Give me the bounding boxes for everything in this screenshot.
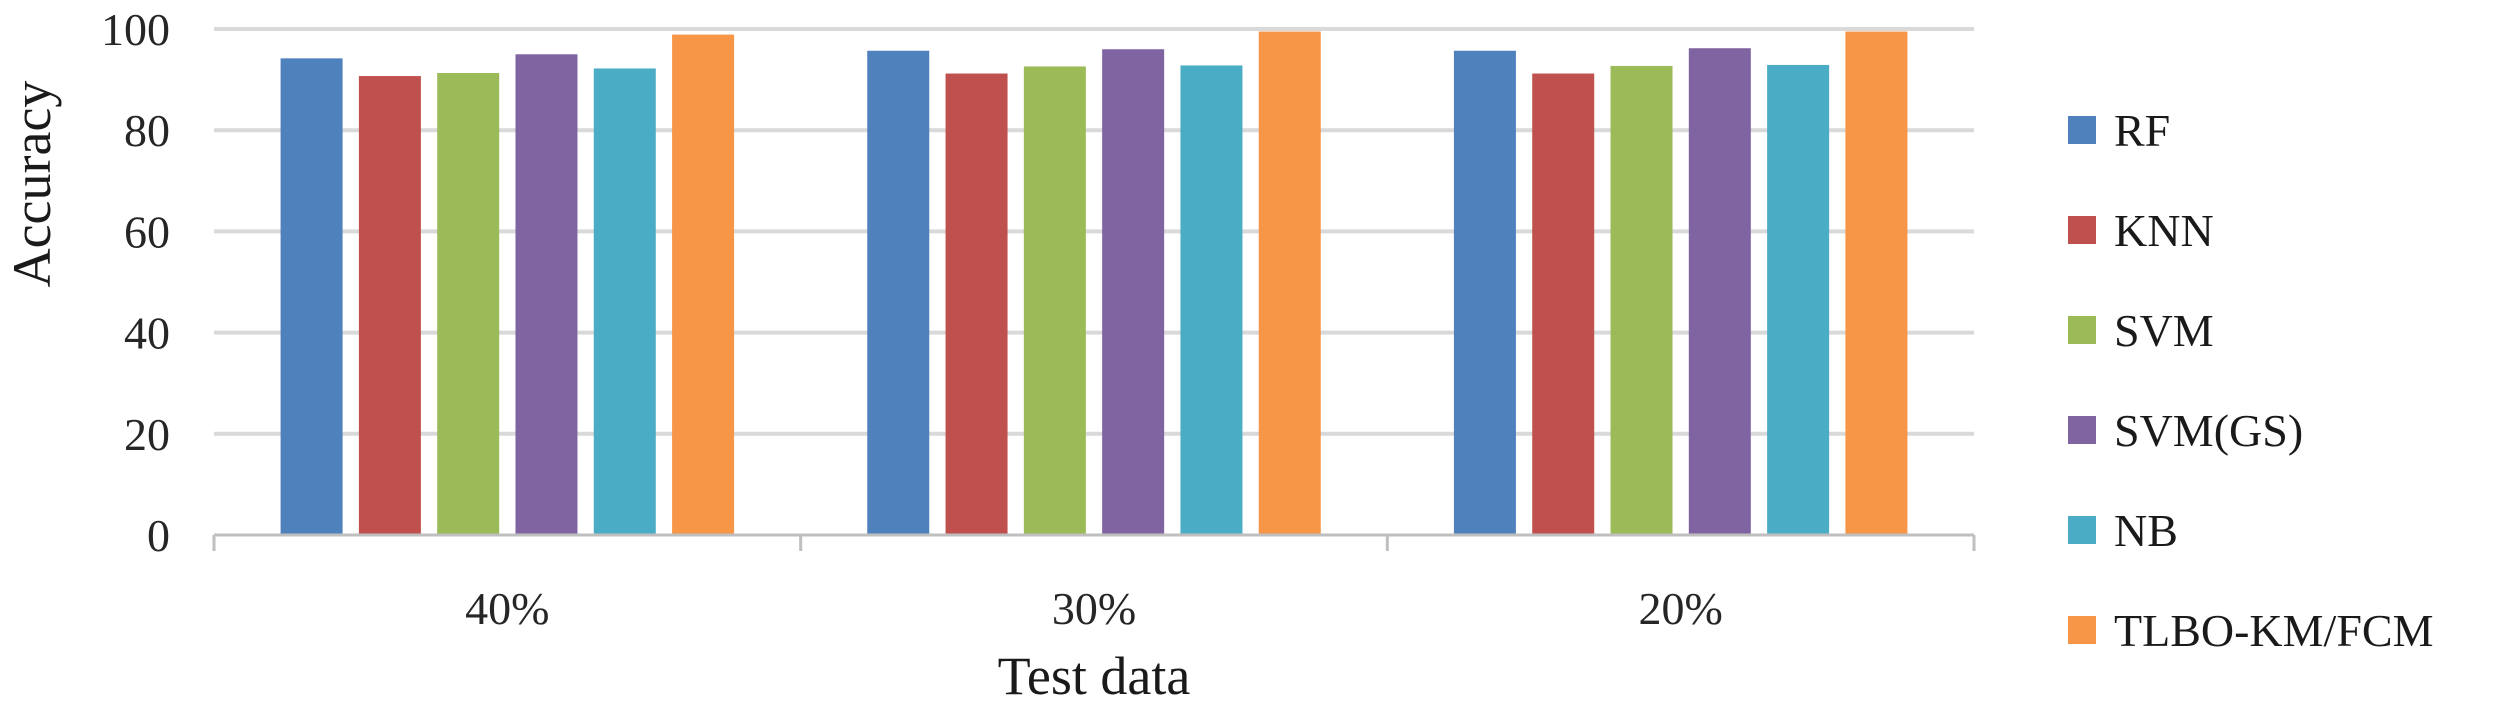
- legend-swatch: [2068, 616, 2096, 644]
- legend-label: KNN: [2114, 205, 2214, 256]
- bar-knn-0: [358, 76, 421, 536]
- y-tick-label: 0: [147, 510, 170, 561]
- bar-svm-gs--1: [1102, 49, 1165, 536]
- y-tick-label: 60: [124, 206, 170, 257]
- legend-label: NB: [2114, 505, 2178, 556]
- x-tick-label: 20%: [1639, 583, 1723, 634]
- y-tick-label: 80: [124, 105, 170, 156]
- bar-knn-2: [1532, 73, 1595, 535]
- x-tick-label: 40%: [465, 583, 549, 634]
- y-tick-label: 100: [101, 4, 170, 55]
- bar-svm-gs--2: [1688, 48, 1751, 536]
- bars: [280, 31, 1908, 536]
- bar-nb-2: [1767, 64, 1830, 536]
- legend-swatch: [2068, 416, 2096, 444]
- bar-nb-0: [593, 68, 656, 535]
- y-axis-title: Accuracy: [2, 81, 62, 288]
- legend-label: SVM(GS): [2114, 405, 2303, 456]
- bar-tlbo-km-fcm-1: [1258, 31, 1321, 536]
- bar-knn-1: [945, 73, 1008, 535]
- bar-rf-1: [867, 50, 930, 536]
- y-tick-label: 40: [124, 308, 170, 359]
- bar-svm-1: [1023, 66, 1086, 535]
- y-tick-labels: 0 20 40 60 80 100: [101, 4, 170, 561]
- bar-svm-2: [1610, 65, 1673, 536]
- legend-swatch: [2068, 516, 2096, 544]
- bar-tlbo-km-fcm-0: [672, 34, 735, 535]
- legend: RF KNN SVM SVM(GS) NB TLBO-KM/FCM: [2068, 105, 2433, 656]
- legend-label: TLBO-KM/FCM: [2114, 605, 2433, 656]
- legend-swatch: [2068, 116, 2096, 144]
- legend-swatch: [2068, 316, 2096, 344]
- bar-rf-0: [280, 58, 343, 536]
- bar-svm-gs--0: [515, 54, 578, 536]
- x-tick-label: 30%: [1052, 583, 1136, 634]
- x-tick-labels: 40% 30% 20%: [465, 583, 1723, 634]
- axes: [212, 533, 1976, 551]
- legend-label: SVM: [2114, 305, 2214, 356]
- x-axis-title: Test data: [998, 646, 1191, 706]
- y-tick-label: 20: [124, 409, 170, 460]
- bar-tlbo-km-fcm-2: [1845, 31, 1908, 536]
- gridlines: [214, 27, 1974, 436]
- legend-label: RF: [2114, 105, 2170, 156]
- bar-svm-0: [437, 73, 500, 535]
- bar-rf-2: [1453, 50, 1516, 536]
- bar-nb-1: [1180, 65, 1243, 535]
- legend-swatch: [2068, 216, 2096, 244]
